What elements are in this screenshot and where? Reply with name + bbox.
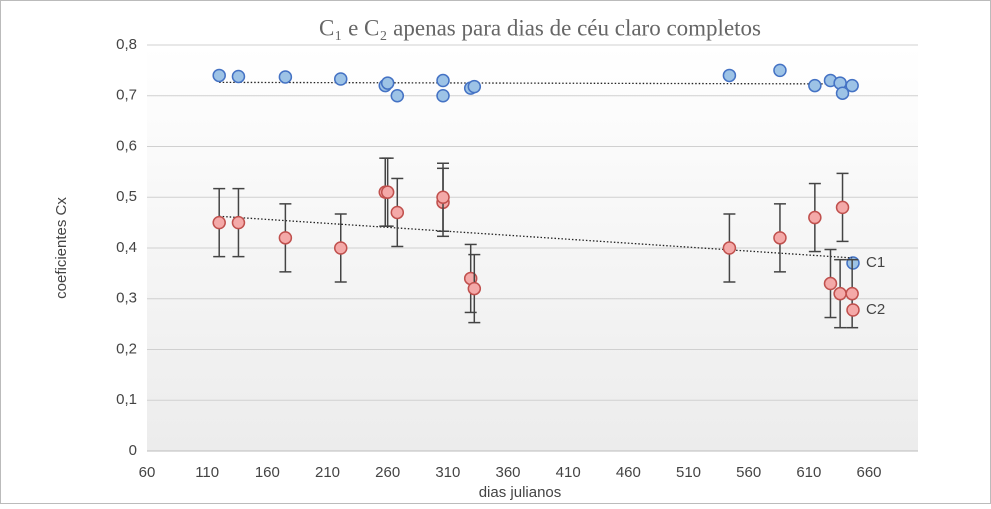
point	[380, 76, 395, 90]
x-tick-label: 360	[495, 464, 520, 481]
point	[773, 231, 787, 245]
y-tick-label: 0,3	[116, 290, 137, 307]
legend-label: C2	[866, 301, 885, 318]
x-tick-label: 610	[796, 464, 821, 481]
trendline	[219, 215, 853, 259]
point	[278, 70, 293, 84]
point	[773, 63, 787, 78]
x-tick-label: 60	[139, 464, 156, 481]
x-tick-label: 260	[375, 464, 400, 481]
x-tick-label: 410	[556, 464, 581, 481]
legend-marker	[846, 256, 860, 270]
x-tick-label: 110	[195, 464, 219, 481]
y-tick-label: 0,1	[116, 391, 137, 408]
y-tick-label: 0,7	[116, 87, 137, 104]
point	[212, 68, 226, 83]
y-tick-label: 0,4	[116, 239, 137, 256]
point	[436, 73, 450, 88]
y-tick-label: 0,8	[116, 36, 137, 53]
x-tick-label: 210	[315, 464, 340, 481]
y-tick-label: 0,2	[116, 340, 137, 357]
y-axis-label: coeficientes Cx	[53, 197, 70, 299]
legend-marker	[846, 303, 860, 317]
x-tick-label: 510	[676, 464, 701, 481]
point	[722, 68, 737, 83]
point	[436, 89, 450, 103]
x-tick-label: 160	[255, 464, 280, 481]
point	[722, 241, 737, 255]
point	[845, 78, 859, 93]
point	[467, 79, 482, 94]
point	[390, 89, 405, 103]
x-tick-label: 460	[616, 464, 641, 481]
point	[333, 72, 348, 86]
point	[436, 190, 450, 204]
y-tick-label: 0,6	[116, 137, 137, 154]
point	[845, 286, 859, 301]
y-tick-label: 0	[129, 442, 137, 459]
trendline	[219, 81, 853, 85]
point	[835, 200, 850, 215]
point	[380, 185, 395, 199]
point	[390, 205, 405, 220]
point	[333, 241, 348, 255]
point	[835, 86, 850, 100]
point	[808, 210, 822, 225]
x-tick-label: 560	[736, 464, 761, 481]
x-axis-label: dias julianos	[479, 484, 562, 501]
point	[833, 286, 847, 301]
x-tick-label: 310	[435, 464, 460, 481]
point	[278, 231, 293, 245]
point	[231, 69, 246, 84]
x-tick-label: 660	[856, 464, 881, 481]
chart-title: C₁ e C₂ apenas para dias de céu claro co…	[319, 15, 761, 40]
point	[231, 215, 246, 230]
legend-label: C1	[866, 254, 885, 271]
point	[467, 281, 482, 296]
y-tick-label: 0,5	[116, 188, 137, 205]
point	[823, 276, 838, 291]
point	[212, 215, 226, 230]
point	[808, 78, 822, 93]
